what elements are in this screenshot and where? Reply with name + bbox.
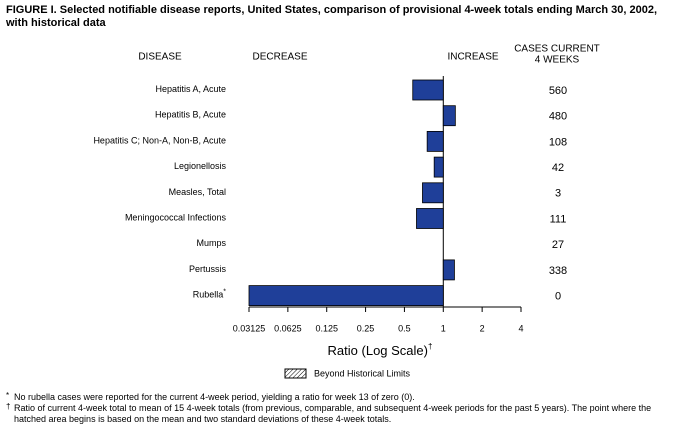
category-label: Mumps bbox=[196, 239, 226, 249]
bar bbox=[442, 259, 455, 281]
footnote-text: Ratio of current 4-week total to mean of… bbox=[14, 403, 652, 424]
category-name: Pertussis bbox=[189, 264, 227, 274]
bar bbox=[422, 182, 444, 204]
category-name: Hepatitis C; Non-A, Non-B, Acute bbox=[93, 136, 226, 146]
legend-swatch bbox=[284, 368, 307, 379]
legend-label: Beyond Historical Limits bbox=[314, 368, 411, 378]
category-name: Meningococcal Infections bbox=[125, 213, 227, 223]
category-name: Hepatitis B, Acute bbox=[155, 110, 226, 120]
footnote-marker: † bbox=[6, 402, 11, 411]
cases-value: 480 bbox=[549, 111, 567, 123]
x-tick-label: 0.125 bbox=[315, 323, 338, 333]
category-note: * bbox=[223, 288, 226, 295]
x-axis-label: Ratio (Log Scale)† bbox=[328, 342, 433, 358]
bar bbox=[442, 105, 456, 127]
cases-header: CASES CURRENT bbox=[514, 44, 600, 55]
footnote: † Ratio of current 4-week total to mean o… bbox=[6, 402, 678, 425]
footnote: * No rubella cases were reported for the … bbox=[6, 391, 678, 403]
category-name: Legionellosis bbox=[174, 161, 227, 171]
footnote-text: No rubella cases were reported for the c… bbox=[14, 392, 415, 402]
category-name: Hepatitis A, Acute bbox=[155, 84, 226, 94]
cases-value: 108 bbox=[549, 136, 567, 148]
cases-value: 27 bbox=[552, 239, 564, 251]
bar bbox=[416, 208, 444, 229]
cases-value: 3 bbox=[555, 188, 561, 200]
cases-value: 560 bbox=[549, 85, 567, 97]
chart-title: FIGURE I. Selected notifiable disease re… bbox=[6, 4, 658, 29]
category-name: Mumps bbox=[196, 239, 226, 249]
cases-value: 42 bbox=[552, 162, 564, 174]
x-tick-label: 0.0625 bbox=[274, 323, 302, 333]
bar bbox=[248, 285, 444, 307]
decrease-label: DECREASE bbox=[252, 52, 307, 63]
category-header: DISEASE bbox=[138, 52, 182, 63]
x-tick-label: 4 bbox=[518, 323, 523, 333]
increase-label: INCREASE bbox=[447, 52, 498, 63]
category-label: Hepatitis A, Acute bbox=[155, 84, 226, 94]
category-label: Rubella* bbox=[193, 288, 227, 300]
category-label: Measles, Total bbox=[169, 187, 226, 197]
bar bbox=[433, 156, 444, 178]
x-tick-label: 0.25 bbox=[357, 323, 375, 333]
x-axis-label-note: † bbox=[428, 342, 432, 351]
category-name: Rubella bbox=[193, 290, 224, 300]
category-label: Hepatitis B, Acute bbox=[155, 110, 226, 120]
category-label: Meningococcal Infections bbox=[125, 213, 227, 223]
category-name: Measles, Total bbox=[169, 187, 226, 197]
cases-value: 338 bbox=[549, 265, 567, 277]
x-tick-label: 0.5 bbox=[398, 323, 411, 333]
footnote-marker: * bbox=[6, 391, 10, 400]
x-axis-label-text: Ratio (Log Scale) bbox=[328, 343, 428, 358]
x-tick-label: 2 bbox=[480, 323, 485, 333]
cases-value: 111 bbox=[550, 213, 567, 225]
category-label: Hepatitis C; Non-A, Non-B, Acute bbox=[93, 136, 226, 146]
cases-header: 4 WEEKS bbox=[535, 55, 580, 66]
x-tick-label: 1 bbox=[441, 323, 446, 333]
x-tick-label: 0.03125 bbox=[233, 323, 266, 333]
bar bbox=[426, 130, 444, 152]
cases-value: 0 bbox=[555, 291, 561, 303]
category-label: Legionellosis bbox=[174, 161, 227, 171]
category-label: Pertussis bbox=[189, 264, 227, 274]
bar bbox=[412, 79, 444, 101]
